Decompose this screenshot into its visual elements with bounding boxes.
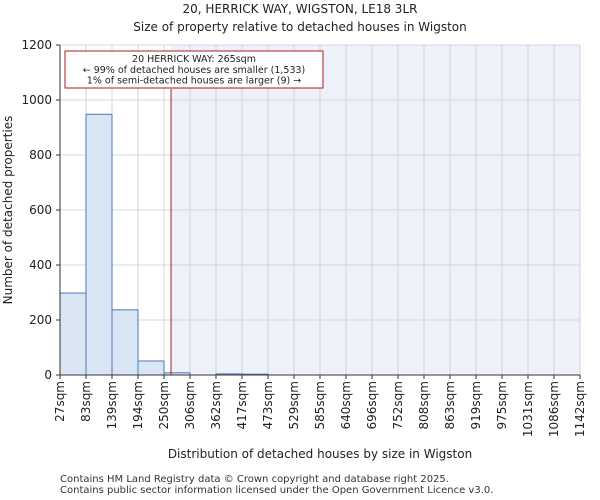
x-tick-label: 27sqm [53,381,67,422]
x-tick-label: 1142sqm [573,381,587,437]
histogram-bar [137,360,165,376]
footer-copyright: Contains HM Land Registry data © Crown c… [60,474,449,485]
x-tick-label: 696sqm [365,381,379,429]
y-axis-label: Number of detached properties [1,116,15,305]
annotation-line: 1% of semi-detached houses are larger (9… [87,76,301,87]
x-axis-label: Distribution of detached houses by size … [168,447,472,461]
x-tick-label: 808sqm [417,381,431,429]
annotation-line: ← 99% of detached houses are smaller (1,… [83,65,306,76]
plot-area: 0 200 400 600 800 1000 1200 27sqm 83sqm 139sqm 194… [21,38,587,437]
histogram-bar [59,292,87,376]
x-tick-label: 752sqm [391,381,405,429]
y-tick-label: 800 [29,148,52,162]
x-tick-label: 975sqm [495,381,509,429]
histogram-bar [111,309,139,376]
footer-licence: Contains public sector information licen… [60,485,494,496]
x-tick-label: 863sqm [443,381,457,429]
x-tick-label: 250sqm [157,381,171,429]
y-tick-label: 0 [44,368,52,382]
x-tick-label: 473sqm [261,381,275,429]
x-tick-label: 362sqm [209,381,223,429]
x-tick-label: 585sqm [313,381,327,429]
y-tick-label: 200 [29,313,52,327]
y-tick-label: 1200 [21,38,52,52]
y-tick-label: 400 [29,258,52,272]
x-tick-label: 139sqm [105,381,119,429]
histogram-bar [85,113,113,376]
x-tick-label: 640sqm [339,381,353,429]
x-tick-label: 529sqm [287,381,301,429]
x-tick-label: 83sqm [79,381,93,422]
chart-title: 20, HERRICK WAY, WIGSTON, LE18 3LR [183,2,418,16]
x-tick-label: 1031sqm [521,381,535,437]
y-tick-label: 1000 [21,93,52,107]
x-tick-label: 417sqm [235,381,249,429]
annotation-box [64,50,324,89]
x-tick-label: 194sqm [131,381,145,429]
x-tick-label: 1086sqm [547,381,561,437]
x-tick-label: 306sqm [183,381,197,429]
x-tick-label: 919sqm [469,381,483,429]
chart-subtitle: Size of property relative to detached ho… [133,20,467,34]
y-tick-label: 600 [29,203,52,217]
annotation-title: 20 HERRICK WAY: 265sqm [132,54,256,65]
